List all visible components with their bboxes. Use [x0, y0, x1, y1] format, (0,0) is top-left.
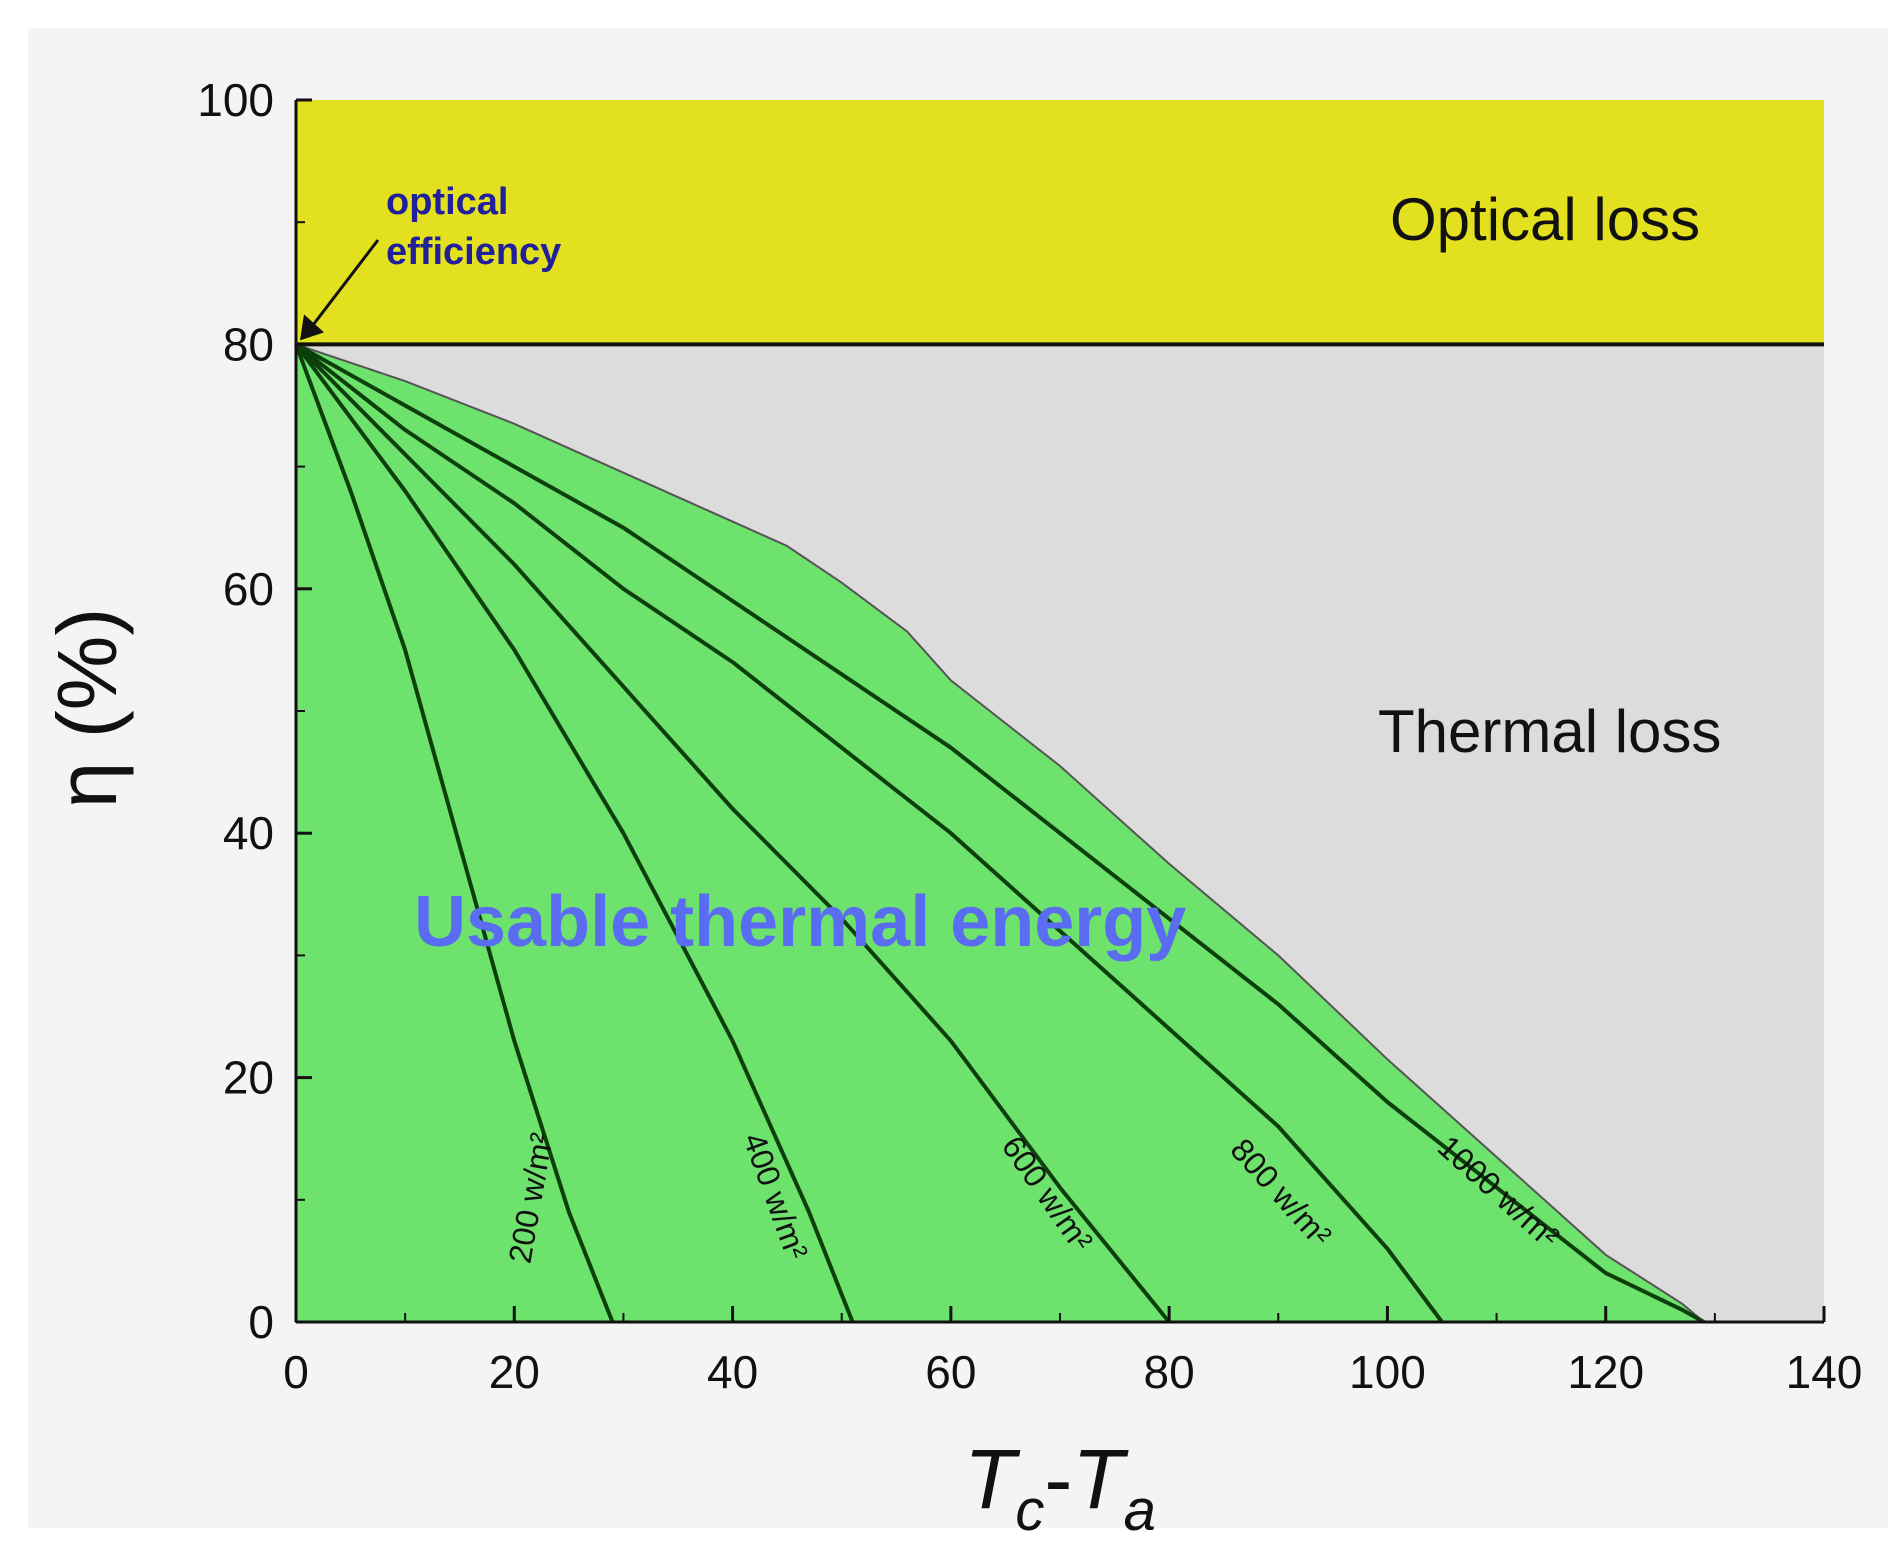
x-tick-label: 20	[489, 1346, 540, 1398]
usable-energy-region	[295, 343, 1707, 1323]
y-tick-label: 100	[197, 74, 274, 126]
y-tick-label: 80	[223, 318, 274, 370]
series-curve-4	[294, 342, 1444, 1324]
x-tick-label: 120	[1567, 1346, 1644, 1398]
x-tick-label: 80	[1144, 1346, 1195, 1398]
usable-energy-label: Usable thermal energy	[414, 882, 1186, 962]
series-curve-1	[294, 343, 615, 1323]
y-axis-title: η (%)	[40, 608, 134, 809]
x-axis-title-sub1: c	[1015, 1478, 1044, 1543]
x-axis-title-t2: T	[1072, 1432, 1129, 1526]
x-tick-label: 40	[707, 1346, 758, 1398]
x-tick-label: 100	[1349, 1346, 1426, 1398]
y-tick-label: 60	[223, 563, 274, 615]
series-curve-3	[294, 342, 1171, 1324]
y-tick-label: 40	[223, 807, 274, 859]
optical-annotation-line2: efficiency	[386, 231, 561, 273]
optical-loss-region	[296, 100, 1824, 345]
series-curve-5	[295, 342, 1705, 1324]
y-tick-label: 20	[223, 1052, 274, 1104]
optical-annotation-arrowhead	[300, 314, 324, 341]
series-curve-2	[294, 343, 855, 1323]
x-axis-title: Tc-Ta	[964, 1432, 1156, 1543]
x-axis-title-sub2: a	[1124, 1478, 1156, 1543]
x-axis-title-dash: -	[1044, 1432, 1072, 1526]
y-tick-label: 0	[248, 1296, 274, 1348]
optical-annotation-line1: optical	[386, 181, 508, 223]
x-tick-label: 140	[1786, 1346, 1863, 1398]
x-tick-label: 60	[925, 1346, 976, 1398]
optical-loss-label: Optical loss	[1390, 186, 1700, 253]
x-tick-label: 0	[283, 1346, 309, 1398]
thermal-loss-label: Thermal loss	[1378, 698, 1721, 765]
optical-annotation-arrow	[310, 239, 380, 328]
x-axis-title-t1: T	[964, 1432, 1021, 1526]
